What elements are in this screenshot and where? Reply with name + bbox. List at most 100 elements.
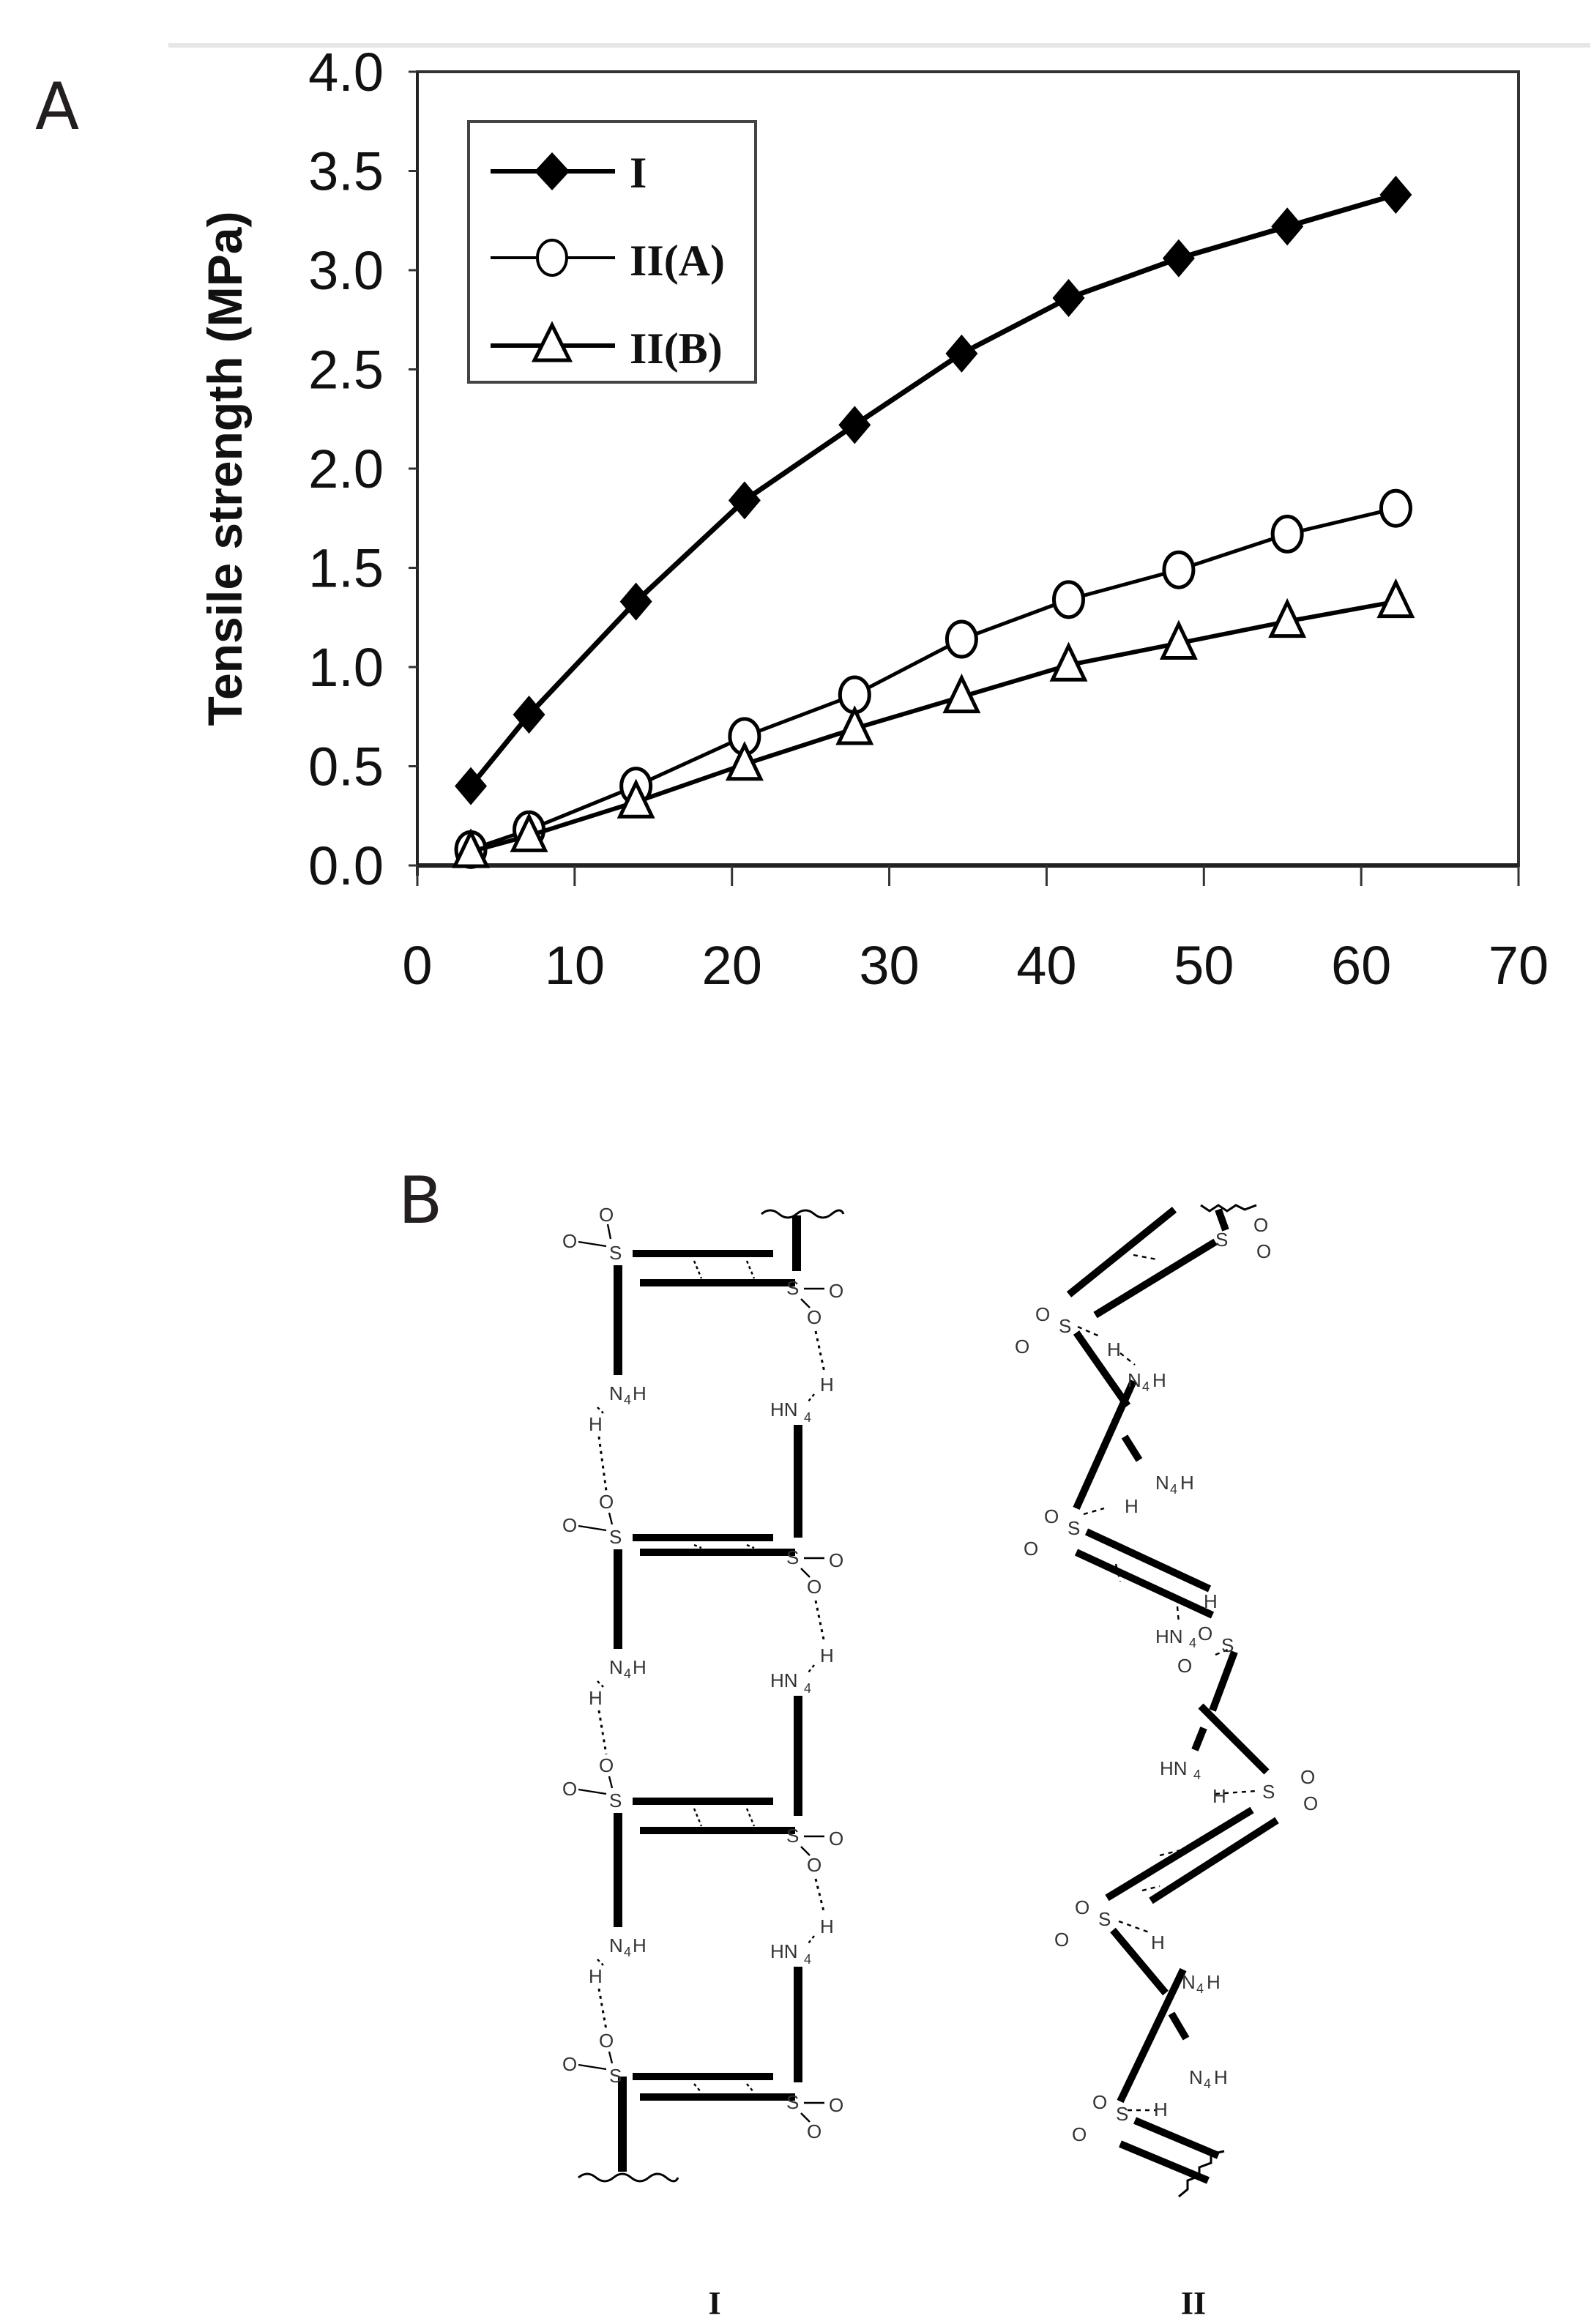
y-tick-label: 1.0	[308, 637, 384, 698]
hydrogen-atom: H	[633, 1934, 647, 1956]
structure-ii-zigzag	[1066, 1204, 1279, 2198]
triangle-marker-icon	[725, 740, 764, 781]
subscript-4: 4	[1193, 1768, 1201, 1782]
triangle-marker-icon	[1376, 578, 1415, 619]
sulfur-atom: S	[1221, 1634, 1234, 1656]
sulfur-atom: S	[1059, 1315, 1071, 1337]
hydrogen-atom: H	[820, 1915, 834, 1937]
oxygen-atom: O	[599, 1491, 614, 1513]
subscript-4: 4	[804, 1681, 811, 1696]
y-axis-ticks: 0.0 0.5 1.0 1.5 2.0 2.5 3.0 3.5 4.0	[308, 42, 417, 896]
diamond-marker-icon	[455, 767, 488, 805]
hydrogen-atom: H	[1214, 2066, 1228, 2088]
hydrogen-atom: H	[1212, 1785, 1226, 1807]
panel-a-label: A	[35, 69, 79, 144]
chain-continuation-icon	[1178, 2150, 1225, 2198]
subscript-4: 4	[1170, 1482, 1177, 1497]
oxygen-atom: O	[807, 2120, 821, 2142]
data-series	[452, 176, 1415, 869]
triangle-marker-icon	[1268, 597, 1307, 638]
diamond-marker-icon	[728, 481, 761, 520]
diamond-marker-icon	[1162, 239, 1195, 278]
triangle-marker-icon	[942, 673, 981, 714]
oxygen-atom: O	[562, 1778, 577, 1800]
x-tick-label: 70	[1488, 935, 1549, 996]
hydrogen-atom: H	[1207, 1971, 1221, 1993]
triangle-marker-icon	[1159, 619, 1198, 660]
oxygen-atom: O	[562, 1230, 577, 1252]
circle-marker-icon	[944, 619, 978, 659]
oxygen-atom: O	[1072, 2123, 1087, 2145]
amine-hn-atom: HN	[1155, 1625, 1183, 1647]
sulfur-atom: S	[1098, 1908, 1111, 1930]
circle-marker-icon	[536, 239, 568, 277]
amine-n-atom: N	[609, 1656, 623, 1678]
hydrogen-atom: H	[1154, 2098, 1168, 2120]
tensile-strength-chart: 0.0 0.5 1.0 1.5 2.0 2.5 3.0 3.5 4.0 0 10 20 30 40 50 6…	[198, 42, 1549, 996]
circle-marker-icon	[1052, 580, 1086, 619]
y-tick-label: 4.0	[308, 42, 384, 103]
legend-item-iia: II(A)	[491, 237, 725, 285]
amine-hn-atom: HN	[770, 1399, 798, 1420]
triangle-marker-icon	[452, 828, 491, 868]
oxygen-atom: O	[807, 1854, 821, 1876]
subscript-4: 4	[1142, 1379, 1150, 1394]
sulfur-atom: S	[786, 1277, 799, 1299]
oxygen-atom: O	[807, 1576, 821, 1598]
hydrogen-atom: H	[1125, 1495, 1139, 1517]
y-tick-label: 3.0	[308, 240, 384, 301]
legend-box	[467, 120, 757, 384]
legend-label-iib: II(B)	[630, 324, 723, 373]
sulfur-atom: S	[609, 2065, 622, 2087]
sulfur-atom: S	[1215, 1229, 1228, 1251]
diamond-marker-icon	[1271, 207, 1304, 246]
legend-label-iia: II(A)	[630, 237, 725, 285]
panel-b-label: B	[398, 1163, 442, 1238]
x-tick-label: 50	[1174, 935, 1234, 996]
oxygen-atom: O	[829, 2094, 843, 2116]
hydrogen-atom: H	[589, 1965, 603, 1987]
y-tick-label: 0.0	[308, 835, 384, 896]
oxygen-atom: O	[1300, 1766, 1315, 1788]
subscript-4: 4	[1189, 1636, 1196, 1650]
series-iia	[454, 488, 1412, 869]
amine-n-atom: N	[1182, 1971, 1196, 1993]
triangle-marker-icon	[616, 778, 655, 819]
structure-i-label: I	[708, 2285, 720, 2321]
oxygen-atom: O	[599, 2030, 614, 2052]
y-tick-label: 2.5	[308, 340, 384, 401]
oxygen-atom: O	[599, 1204, 614, 1226]
legend: I II(A) II(B)	[467, 120, 757, 384]
hydrogen-atom: H	[1151, 1932, 1165, 1954]
y-tick-label: 0.5	[308, 737, 384, 797]
legend-item-i: I	[491, 149, 647, 197]
hydrogen-atom: H	[1152, 1369, 1166, 1391]
hydrogen-atom: H	[589, 1687, 603, 1709]
amine-n-atom: N	[1189, 2066, 1203, 2088]
circle-marker-icon	[1379, 488, 1412, 528]
oxygen-atom: O	[1256, 1240, 1271, 1262]
sulfur-atom: S	[609, 1526, 622, 1548]
oxygen-atom: O	[1075, 1896, 1089, 1918]
sulfur-atom: S	[609, 1242, 622, 1264]
diamond-marker-icon	[838, 406, 871, 444]
oxygen-atom: O	[829, 1280, 843, 1302]
oxygen-atom: O	[1024, 1538, 1038, 1560]
oxygen-atom: O	[1303, 1792, 1318, 1814]
sulfur-atom: S	[1262, 1781, 1275, 1803]
hydrogen-atom: H	[633, 1382, 647, 1404]
x-tick-label: 40	[1016, 935, 1076, 996]
oxygen-atom: O	[562, 2053, 577, 2075]
oxygen-atom: O	[1035, 1303, 1050, 1325]
x-tick-label: 0	[402, 935, 432, 996]
subscript-4: 4	[624, 1945, 631, 1959]
sulfur-atom: S	[1068, 1517, 1080, 1539]
sulfur-atom: S	[786, 1825, 799, 1847]
x-tick-label: 30	[859, 935, 919, 996]
subscript-4: 4	[1204, 2077, 1211, 2091]
hydrogen-atom: H	[1107, 1338, 1121, 1360]
x-tick-label: 60	[1331, 935, 1391, 996]
triangle-marker-icon	[531, 321, 573, 362]
subscript-4: 4	[624, 1666, 631, 1681]
